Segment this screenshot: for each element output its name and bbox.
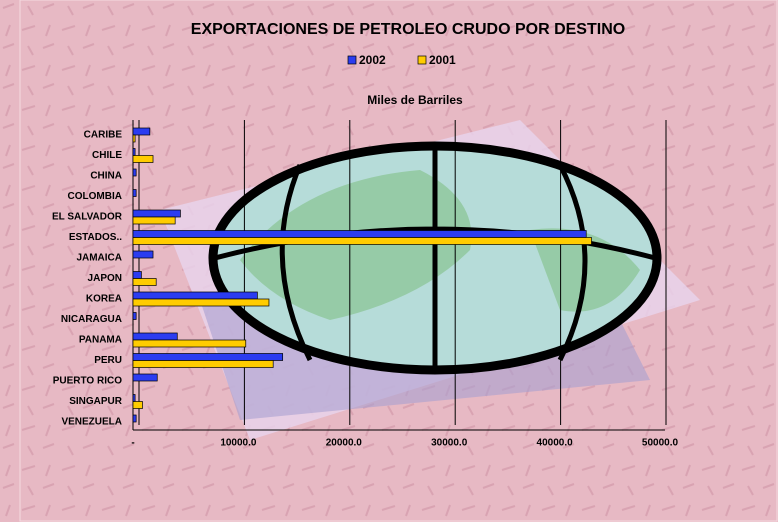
legend-swatch [417,55,427,65]
bar [132,401,143,409]
bar [132,312,137,320]
axis-title: Miles de Barriles [367,93,463,107]
bar [132,271,142,279]
globe-lines [214,146,656,370]
x-tick-label: 30000.0 [431,438,468,449]
y-tick-label: EL SALVADOR [52,212,123,223]
chart-frame [19,0,778,522]
x-tick-label: 50000.0 [642,438,679,449]
bar [132,332,178,341]
y-tick-label: KOREA [86,294,122,305]
bar [132,339,247,348]
bar [132,394,136,402]
bar [132,155,154,163]
y-tick-label: PANAMA [79,335,122,346]
globe-land [240,170,472,320]
y-tick-label: PERU [94,355,122,366]
y-tick-label: NICARAGUA [61,314,122,325]
y-tick-label: CHINA [90,171,122,182]
bar [132,237,592,245]
bar [132,209,181,218]
y-tick-label: CARIBE [84,130,123,141]
y-tick-label: SINGAPUR [69,396,123,407]
y-tick-label: VENEZUELA [61,417,122,428]
bar [132,189,137,197]
bar [132,373,158,382]
legend-swatch [347,55,357,65]
bar [132,250,154,259]
x-tick-label: - [131,438,134,449]
bar [132,278,157,286]
bar [132,353,284,361]
y-tick-label: PUERTO RICO [53,376,122,387]
bar [132,168,137,177]
globe-clipart [160,120,700,440]
x-tick-label: 40000.0 [537,438,574,449]
bar [132,134,136,143]
legend-label: 2001 [429,53,456,67]
bar [132,127,151,136]
legend-label: 2002 [359,53,386,67]
y-tick-label: CHILE [92,150,122,161]
bar [132,216,176,225]
y-tick-label: ESTADOS.. [69,232,122,243]
x-tick-label: 10000.0 [220,438,257,449]
chart-title: EXPORTACIONES DE PETROLEO CRUDO POR DEST… [191,21,625,38]
y-tick-label: JAPON [88,273,122,284]
bar [132,148,136,156]
y-tick-label: COLOMBIA [68,191,122,202]
bar [132,230,587,238]
y-tick-label: JAMAICA [76,253,122,264]
bar [132,414,137,423]
bar [132,291,258,300]
x-tick-label: 20000.0 [326,438,363,449]
bar [132,298,270,307]
bar [132,360,274,368]
